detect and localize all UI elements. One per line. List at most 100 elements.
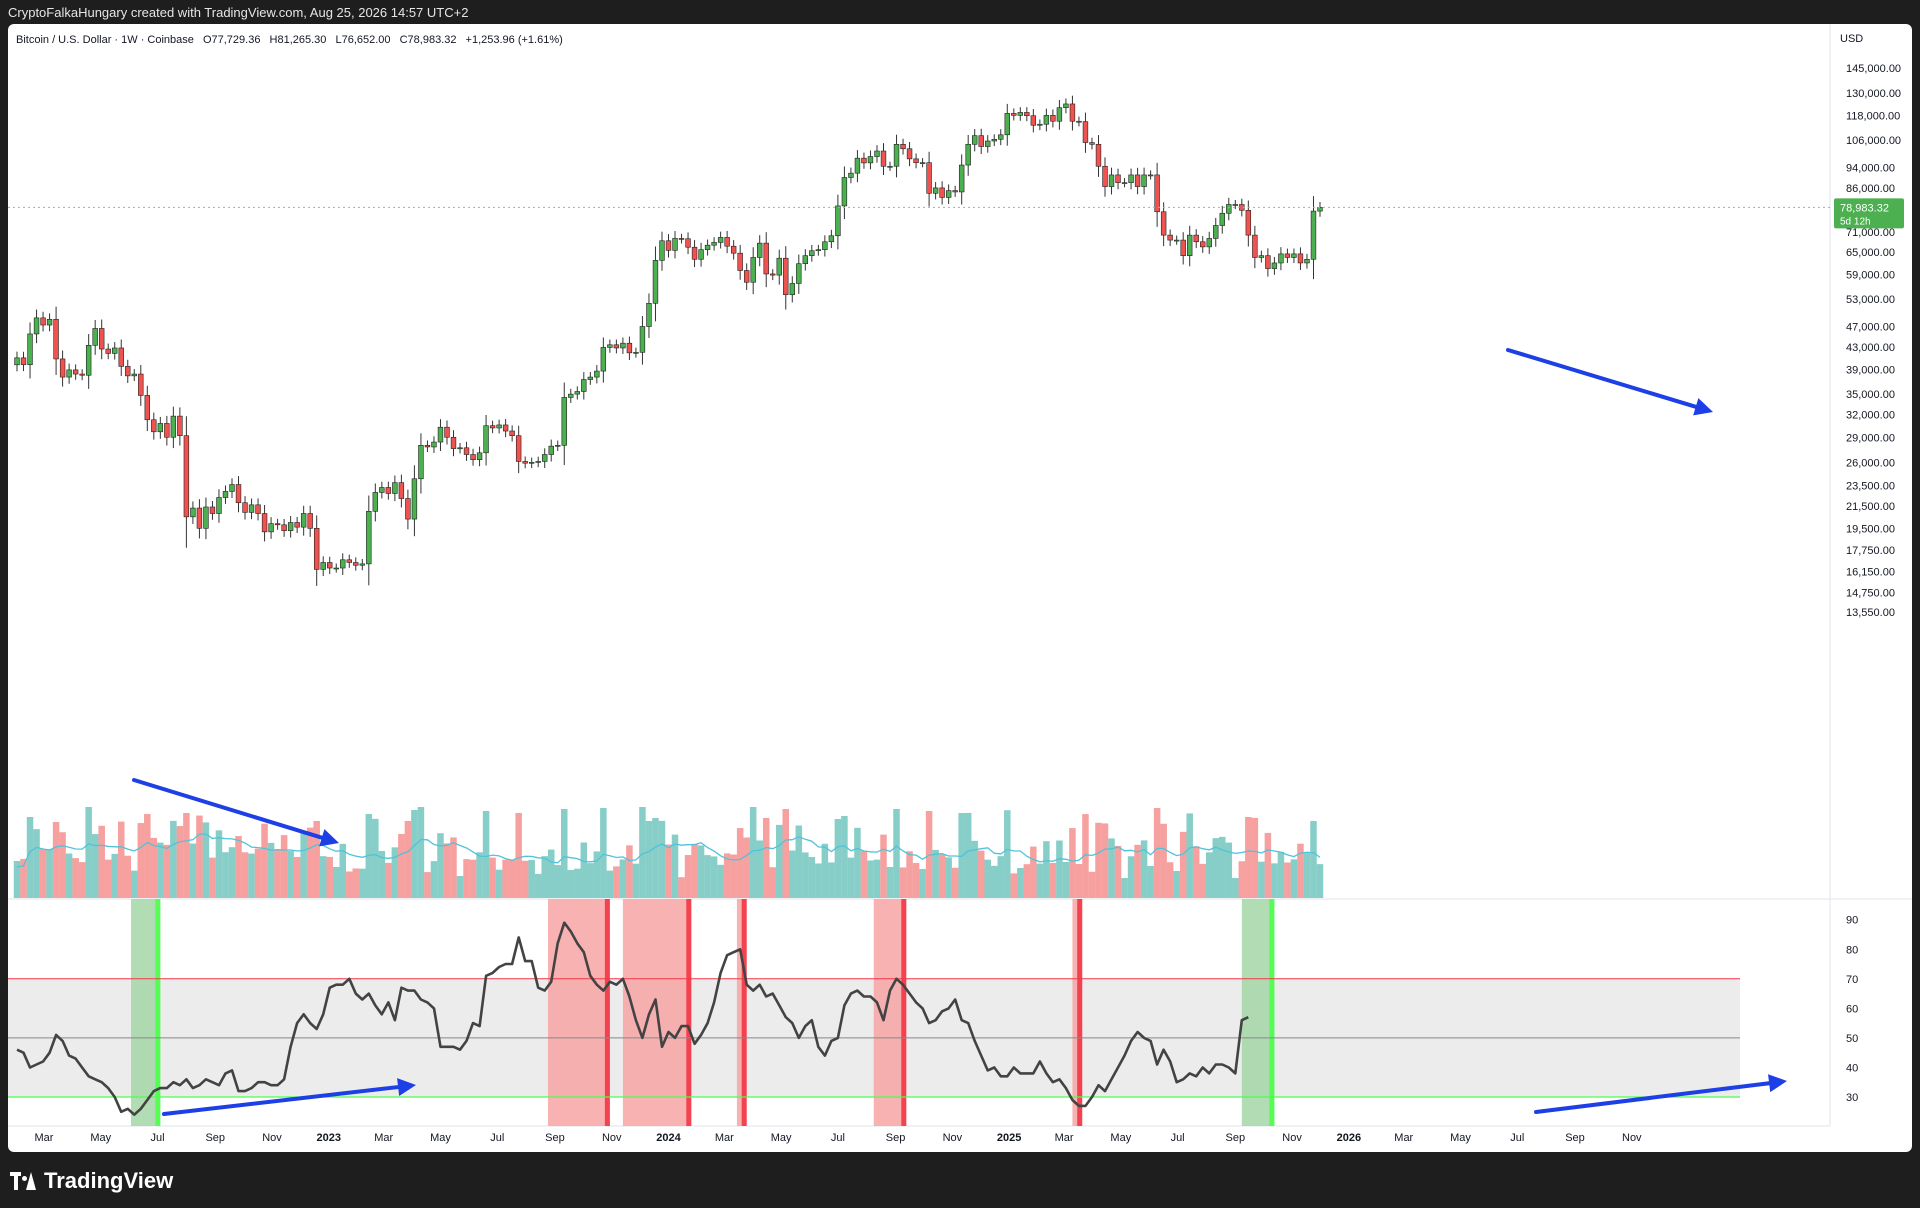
arrow-shaft [162, 1085, 401, 1116]
candle [300, 505, 307, 536]
candle [652, 246, 659, 322]
candle [320, 556, 326, 577]
volume-bar [762, 818, 770, 898]
candle-body [835, 205, 841, 237]
volume-bar [131, 870, 138, 898]
candle [287, 515, 294, 538]
legend-symbol: Bitcoin / U.S. Dollar · 1W · Coinbase [16, 34, 194, 46]
candle-body [1193, 234, 1199, 243]
candle [105, 343, 111, 360]
candle-body [1245, 209, 1252, 236]
candle [1297, 247, 1304, 270]
price-axis: USD 145,000.00 130,000.00 118,000.00 106,000… [1840, 33, 1901, 619]
price-tick-label: 118,000.00 [1846, 110, 1900, 122]
candle [932, 182, 939, 200]
volume-bar [1108, 838, 1115, 898]
candle [509, 425, 515, 442]
volume-bar [704, 855, 711, 898]
candle [1089, 137, 1095, 150]
candle-body [164, 423, 170, 438]
time-tick-label: May [90, 1132, 111, 1144]
volume-bar [860, 850, 868, 898]
volume-bar [144, 814, 151, 898]
candle-body [685, 238, 691, 248]
candle-body [431, 441, 437, 448]
volume-bar [482, 811, 490, 898]
candle [1180, 232, 1186, 265]
candle [164, 415, 170, 446]
volume-bar [515, 813, 522, 898]
candle-body [66, 369, 72, 378]
candle-body [998, 134, 1004, 140]
candle [411, 465, 418, 537]
price-chart[interactable]: USD 145,000.00 130,000.00 118,000.00 106,000… [8, 24, 1912, 1152]
candle [405, 489, 411, 530]
candle [177, 407, 183, 446]
candle [568, 388, 574, 403]
volume-bar [658, 820, 666, 898]
volume-bar [326, 856, 333, 898]
arrow-head [1768, 1074, 1787, 1093]
candle-body [555, 445, 561, 447]
candle [874, 145, 880, 163]
time-tick-label: Nov [1282, 1132, 1302, 1144]
candle [20, 351, 27, 372]
volume-bar [1010, 873, 1018, 898]
candle [913, 153, 919, 169]
candle [711, 237, 717, 251]
overbought-zone-edge [686, 899, 692, 1126]
candle [1043, 108, 1050, 132]
candle [444, 420, 450, 445]
candle [496, 419, 502, 434]
candle-body [1291, 253, 1297, 258]
candle-body [1121, 182, 1128, 184]
candle [327, 556, 333, 575]
candle-body [424, 445, 431, 448]
candle-body [659, 240, 665, 261]
volume-bar [443, 843, 451, 898]
volume-bar [352, 868, 360, 898]
candle [1050, 109, 1056, 128]
volume-bar [847, 857, 855, 898]
candle-body [1147, 174, 1154, 177]
candle [235, 476, 242, 513]
volume-bar [815, 863, 822, 898]
volume-bar [476, 852, 483, 898]
candle-body [704, 244, 711, 250]
candle [27, 322, 33, 379]
candle-body [327, 562, 333, 569]
candle [880, 143, 887, 175]
candle-body [14, 357, 20, 366]
candle [1095, 135, 1102, 177]
candle-body [79, 373, 85, 376]
candle [1252, 225, 1258, 269]
candle-body [913, 158, 919, 163]
volume-bar [1075, 864, 1083, 898]
candle-body [1056, 107, 1063, 122]
tradingview-logo[interactable]: TradingView [10, 1168, 173, 1194]
candle [815, 244, 822, 256]
volume-bar [502, 859, 509, 898]
candle [437, 419, 444, 451]
candle [1187, 225, 1193, 267]
candle-body [952, 190, 958, 193]
candle [1082, 112, 1089, 153]
legend-low: L76,652.00 [335, 34, 391, 46]
candle-body [1160, 211, 1167, 236]
candle-body [1069, 103, 1076, 122]
price-tag-countdown: 5d 12h [1840, 216, 1871, 227]
price-tick-label: 19,500.00 [1846, 523, 1895, 535]
price-tick-label: 23,500.00 [1846, 481, 1895, 493]
volume-bar [1192, 846, 1200, 898]
volume-bar [697, 845, 705, 898]
candle-body [125, 366, 131, 377]
candle [750, 247, 756, 295]
time-tick-label: May [1110, 1132, 1131, 1144]
candle [85, 333, 92, 389]
candle-body [209, 506, 216, 514]
oscillator-tick-label: 40 [1846, 1062, 1858, 1074]
chart-panel[interactable]: USD 145,000.00 130,000.00 118,000.00 106,000… [8, 24, 1912, 1152]
candle [698, 242, 704, 267]
candle [346, 554, 352, 568]
candle [724, 230, 730, 254]
